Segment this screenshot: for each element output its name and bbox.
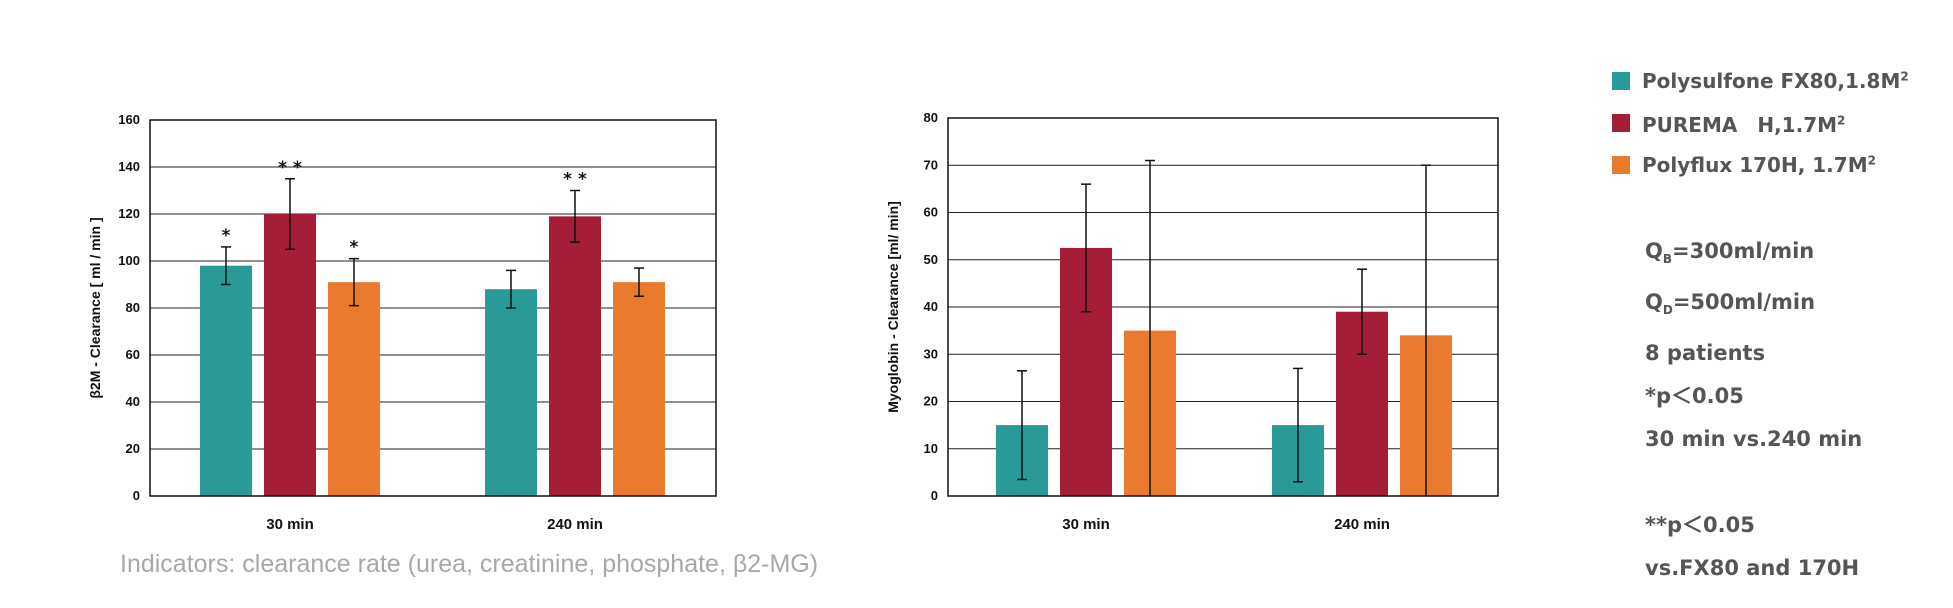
chart2-y-tick-label: 70 — [924, 157, 938, 172]
study-notes: QB=300ml/min QD=500ml/min 8 patients *p＜… — [1645, 230, 1862, 590]
legend-label-polyflux: Polyflux 170H, 1.7M2 — [1642, 153, 1876, 177]
legend-label-fx80: Polysulfone FX80,1.8M2 — [1642, 69, 1909, 93]
chart1-bar — [549, 216, 601, 496]
chart2-y-tick-label: 60 — [924, 205, 938, 220]
chart1-bar — [264, 214, 316, 496]
chart2-y-tick-label: 0 — [931, 488, 938, 503]
chart2-y-tick-label: 40 — [924, 299, 938, 314]
caption: Indicators: clearance rate (urea, creati… — [120, 550, 819, 578]
note-patients: 8 patients — [1645, 341, 1766, 366]
chart1-significance-star: * — [222, 226, 231, 246]
chart1-y-tick-label: 0 — [133, 488, 140, 503]
chart1-y-tick-label: 80 — [126, 300, 140, 315]
chart2-y-tick-label: 20 — [924, 394, 938, 409]
legend: Polysulfone FX80,1.8M2 PUREMA H,1.7M2 Po… — [1612, 60, 1909, 186]
chart2-y-tick-label: 80 — [924, 110, 938, 125]
chart2-x-category-label: 30 min — [1062, 516, 1110, 533]
chart1-y-tick-label: 40 — [126, 394, 140, 409]
chart2-y-tick-label: 10 — [924, 441, 938, 456]
chart2-y-tick-label: 50 — [924, 252, 938, 267]
legend-item-purema: PUREMA H,1.7M2 — [1612, 102, 1909, 144]
legend-item-fx80: Polysulfone FX80,1.8M2 — [1612, 60, 1909, 102]
chart2-y-axis-label: Myoglobin - Clearance [ml/ min] — [885, 201, 901, 413]
chart2-plot-frame — [947, 117, 1499, 497]
legend-swatch-polyflux — [1612, 156, 1630, 174]
note-qd: QD=500ml/min — [1645, 290, 1816, 318]
note-p2: **p＜0.05 — [1645, 513, 1755, 538]
chart1-significance-star: * * — [278, 158, 302, 178]
legend-label-purema: PUREMA H,1.7M2 — [1642, 112, 1846, 137]
note-gap — [1645, 461, 1862, 504]
chart1-y-tick-label: 140 — [118, 159, 140, 174]
chart2-y-tick-label: 30 — [924, 346, 938, 361]
chart1-y-tick-label: 60 — [126, 347, 140, 362]
chart2-x-category-label: 240 min — [1334, 516, 1390, 533]
note-p1-desc: 30 min vs.240 min — [1645, 427, 1863, 452]
chart1-plot-frame — [149, 119, 717, 497]
note-qb: QB=300ml/min — [1645, 239, 1815, 267]
chart1-x-category-label: 30 min — [266, 516, 314, 533]
legend-item-polyflux: Polyflux 170H, 1.7M2 — [1612, 144, 1909, 186]
chart1-bar — [485, 289, 537, 496]
chart1-y-tick-label: 160 — [118, 112, 140, 127]
chart1-y-axis-label: β2M - Clearance [ ml / min ] — [87, 217, 103, 398]
note-p2-desc: vs.FX80 and 170H — [1645, 556, 1860, 581]
chart1-significance-star: * — [350, 238, 359, 258]
chart1-bar — [613, 282, 665, 496]
chart1-y-tick-label: 100 — [118, 253, 140, 268]
chart1-bar — [328, 282, 380, 496]
note-p1: *p＜0.05 — [1645, 384, 1744, 409]
chart1-y-tick-label: 20 — [126, 441, 140, 456]
chart1-significance-star: * * — [563, 170, 587, 190]
legend-swatch-fx80 — [1612, 72, 1630, 90]
chart1-x-category-label: 240 min — [547, 516, 603, 533]
chart1-y-tick-label: 120 — [118, 206, 140, 221]
chart1-bar — [200, 265, 252, 496]
legend-swatch-purema — [1612, 114, 1630, 132]
